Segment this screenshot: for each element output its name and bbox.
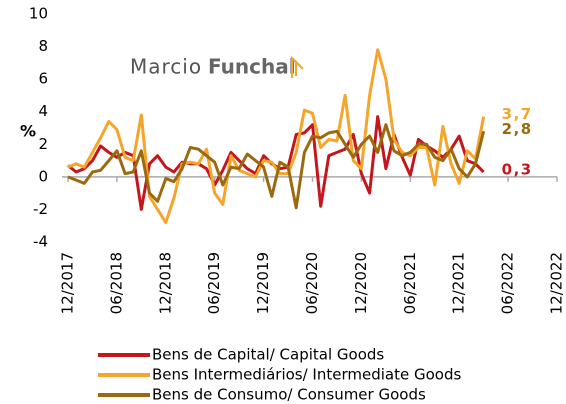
x-tick-label: 12/2018 [156, 252, 174, 314]
y-axis-label: % [20, 122, 36, 141]
x-tick-label: 12/2017 [59, 252, 77, 314]
legend-label: Bens Intermediários/ Intermediate Goods [152, 366, 461, 384]
x-tick-label: 12/2020 [352, 252, 370, 314]
x-tick-label: 06/2022 [499, 252, 517, 314]
y-tick-label: -4 [33, 233, 48, 251]
x-tick-label: 06/2019 [205, 252, 223, 314]
logo-text: Marcio [130, 55, 202, 79]
series-line [67, 48, 486, 224]
legend-label: Bens de Consumo/ Consumer Goods [152, 386, 426, 404]
logo-icon [291, 55, 304, 78]
logo-text: Funchal [208, 55, 296, 79]
x-tick-label: 06/2020 [303, 252, 321, 314]
y-tick-label: 4 [38, 102, 48, 120]
value-label: 2,8 [502, 120, 533, 138]
y-tick-label: -2 [33, 200, 48, 218]
x-tick-label: 06/2018 [107, 252, 125, 314]
value-label: 3,7 [502, 105, 533, 123]
x-tick-label: 12/2019 [254, 252, 272, 314]
series-line [67, 115, 485, 211]
legend-label: Bens de Capital/ Capital Goods [152, 346, 384, 364]
y-tick-label: 10 [29, 5, 48, 23]
series-line [67, 123, 486, 210]
x-tick-label: 12/2021 [450, 252, 468, 314]
value-label: 0,3 [502, 160, 533, 178]
x-tick-label: 06/2021 [401, 252, 419, 314]
y-tick-label: 6 [38, 70, 48, 88]
y-tick-label: 2 [38, 135, 48, 153]
y-tick-label: 8 [38, 37, 48, 55]
x-tick-label: 12/2022 [548, 252, 566, 314]
y-tick-label: 0 [38, 167, 48, 185]
